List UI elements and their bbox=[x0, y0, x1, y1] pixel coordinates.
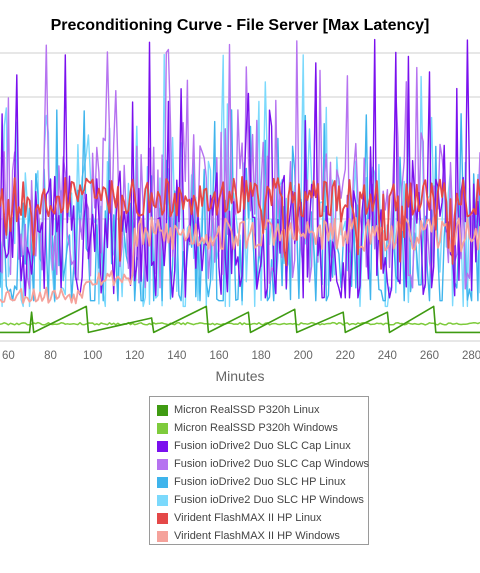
legend-swatch bbox=[157, 476, 168, 488]
x-tick-280: 280 bbox=[462, 350, 480, 362]
x-tick-160: 160 bbox=[209, 350, 228, 362]
x-tick-140: 140 bbox=[167, 350, 186, 362]
legend-label: Virident FlashMAX II HP Linux bbox=[174, 512, 322, 524]
legend-swatch bbox=[157, 494, 168, 506]
legend-item: Micron RealSSD P320h Linux bbox=[157, 403, 320, 417]
legend-swatch bbox=[157, 458, 168, 470]
x-tick-240: 240 bbox=[378, 350, 397, 362]
legend-item: Micron RealSSD P320h Windows bbox=[157, 421, 338, 435]
x-tick-80: 80 bbox=[44, 350, 57, 362]
legend-swatch bbox=[157, 404, 168, 416]
legend-item: Fusion ioDrive2 Duo SLC Cap Linux bbox=[157, 439, 351, 453]
x-tick-260: 260 bbox=[420, 350, 439, 362]
series-virident-windows bbox=[0, 216, 480, 305]
legend-swatch bbox=[157, 530, 168, 542]
x-axis-label: Minutes bbox=[215, 368, 265, 384]
x-tick-100: 100 bbox=[83, 350, 102, 362]
legend-label: Micron RealSSD P320h Windows bbox=[174, 422, 338, 434]
x-tick-120: 120 bbox=[125, 350, 144, 362]
series-micron-windows bbox=[0, 321, 480, 326]
chart-title: Preconditioning Curve - File Server [Max… bbox=[50, 17, 430, 34]
legend-swatch bbox=[157, 422, 168, 434]
legend-label: Micron RealSSD P320h Linux bbox=[174, 404, 320, 416]
x-tick-180: 180 bbox=[251, 350, 270, 362]
legend-label: Fusion ioDrive2 Duo SLC Cap Windows bbox=[174, 458, 370, 470]
x-tick-60: 60 bbox=[2, 350, 15, 362]
legend-label: Fusion ioDrive2 Duo SLC HP Linux bbox=[174, 476, 346, 488]
x-tick-labels: 60 80 100 120 140 160 180 200 220 240 260 280 bbox=[2, 350, 480, 362]
legend-item: Virident FlashMAX II HP Windows bbox=[157, 529, 340, 543]
legend-item: Fusion ioDrive2 Duo SLC HP Linux bbox=[157, 475, 346, 489]
series-virident-linux bbox=[0, 175, 480, 270]
legend-label: Fusion ioDrive2 Duo SLC Cap Linux bbox=[174, 440, 351, 452]
legend-item: Fusion ioDrive2 Duo SLC Cap Windows bbox=[157, 457, 369, 471]
legend-item: Fusion ioDrive2 Duo SLC HP Windows bbox=[157, 493, 364, 507]
legend-swatch bbox=[157, 440, 168, 452]
x-tick-220: 220 bbox=[336, 350, 355, 362]
series-micron-linux bbox=[0, 305, 480, 334]
legend-label: Virident FlashMAX II HP Windows bbox=[174, 530, 340, 542]
legend-swatch bbox=[157, 512, 168, 524]
x-tick-200: 200 bbox=[294, 350, 313, 362]
legend: Micron RealSSD P320h Linux Micron RealSSD… bbox=[149, 396, 369, 545]
legend-item: Virident FlashMAX II HP Linux bbox=[157, 511, 322, 525]
legend-label: Fusion ioDrive2 Duo SLC HP Windows bbox=[174, 494, 364, 506]
series-lines bbox=[0, 38, 480, 334]
